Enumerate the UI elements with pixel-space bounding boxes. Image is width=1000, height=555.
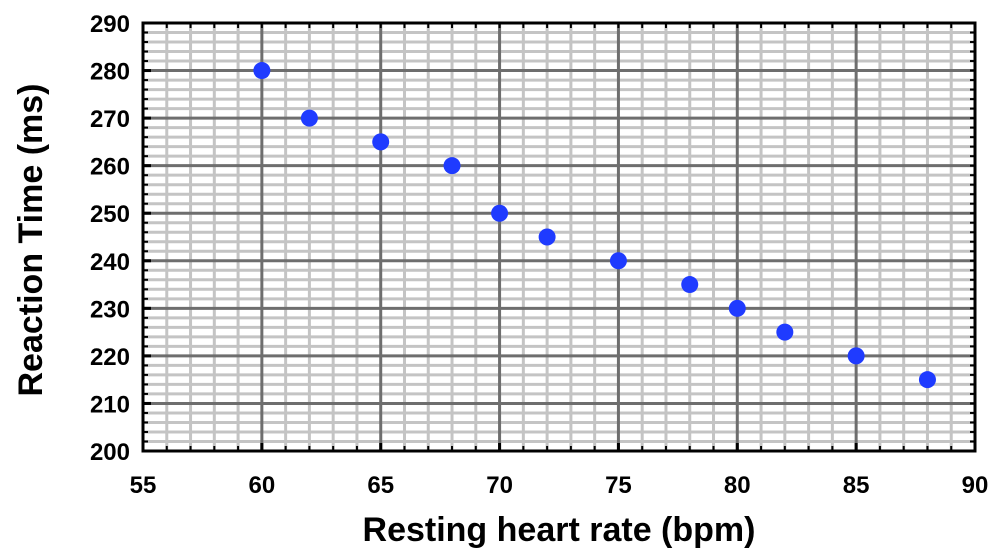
data-point	[443, 157, 461, 175]
y-tick-label: 290	[90, 11, 130, 38]
y-tick-label: 280	[90, 59, 130, 86]
data-point	[776, 323, 794, 341]
data-point	[918, 371, 936, 389]
data-point	[491, 204, 509, 222]
minor-gridlines	[143, 23, 975, 451]
y-tick-label: 200	[90, 439, 130, 466]
x-tick-label: 60	[249, 472, 276, 499]
data-point	[609, 252, 627, 270]
y-tick-label: 230	[90, 296, 130, 323]
x-tick-label: 75	[605, 472, 632, 499]
x-tick-label: 80	[724, 472, 751, 499]
data-point	[681, 276, 699, 294]
y-tick-label: 250	[90, 201, 130, 228]
data-point	[847, 347, 865, 365]
x-tick-label: 90	[962, 472, 989, 499]
x-tick-label: 70	[486, 472, 513, 499]
data-point	[372, 133, 390, 151]
x-tick-label: 55	[130, 472, 157, 499]
y-tick-label: 210	[90, 391, 130, 418]
y-tick-label: 220	[90, 344, 130, 371]
data-point	[538, 228, 556, 246]
plot-frame	[141, 21, 977, 453]
data-point	[728, 299, 746, 317]
x-tick-label: 85	[843, 472, 870, 499]
y-axis-label: Reaction Time (ms)	[12, 83, 50, 396]
y-tick-label: 260	[90, 154, 130, 181]
x-tick-label: 65	[367, 472, 394, 499]
y-tick-labels: 200 210 220 230 240 250 260 270 280 290	[90, 11, 130, 466]
axis-ticks	[141, 21, 977, 453]
y-tick-label: 240	[90, 249, 130, 276]
data-points	[253, 62, 936, 389]
x-tick-labels: 55 60 65 70 75 80 85 90	[130, 472, 989, 499]
data-point	[253, 62, 271, 80]
x-axis-label: Resting heart rate (bpm)	[363, 511, 756, 549]
y-tick-label: 270	[90, 106, 130, 133]
data-point	[300, 109, 318, 127]
major-gridlines	[143, 23, 975, 451]
